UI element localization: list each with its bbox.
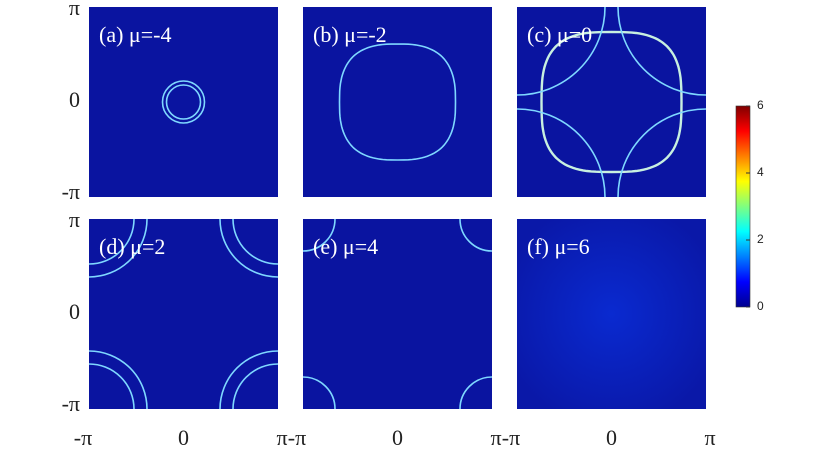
panel (517, 7, 706, 197)
panel-bg (303, 7, 492, 197)
y-tick-label: π (69, 0, 80, 20)
contour (540, 30, 683, 174)
panel (303, 219, 492, 409)
y-tick-label: π (69, 207, 80, 232)
y-tick-label: 0 (69, 299, 80, 324)
panel-bg (89, 7, 278, 197)
panel-label: (c) μ=0 (527, 22, 592, 47)
panel-label: (b) μ=-2 (313, 22, 387, 47)
x-tick-label: π (704, 425, 715, 450)
panel-label: (e) μ=4 (313, 234, 378, 259)
panel-bg (517, 7, 706, 197)
x-tick-label: -π (288, 425, 306, 450)
colorbar (735, 105, 751, 308)
colorbar-tick-label: 2 (757, 232, 764, 246)
x-tick-label: -π (502, 425, 520, 450)
colorbar-tick-label: 0 (757, 299, 764, 313)
contour (161, 80, 206, 124)
x-tick-label: 0 (606, 425, 617, 450)
panel (517, 219, 706, 409)
panel (89, 219, 278, 409)
y-tick-label: -π (62, 179, 80, 204)
x-tick-label: 0 (178, 425, 189, 450)
x-tick-label: π (276, 425, 287, 450)
panel-bg (517, 219, 706, 409)
panel (303, 7, 492, 197)
contour (165, 84, 202, 120)
panel-label: (a) μ=-4 (99, 22, 171, 47)
colorbar-tick-label: 6 (757, 98, 764, 112)
panel (89, 7, 278, 197)
panel-label: (f) μ=6 (527, 234, 590, 259)
y-tick-label: -π (62, 391, 80, 416)
panel-label: (d) μ=2 (99, 234, 165, 259)
x-tick-label: 0 (392, 425, 403, 450)
panel-bg (303, 219, 492, 409)
x-tick-label: π (490, 425, 501, 450)
contour (338, 43, 457, 161)
x-tick-label: -π (74, 425, 92, 450)
y-tick-label: 0 (69, 87, 80, 112)
colorbar-tick-label: 4 (757, 165, 764, 179)
